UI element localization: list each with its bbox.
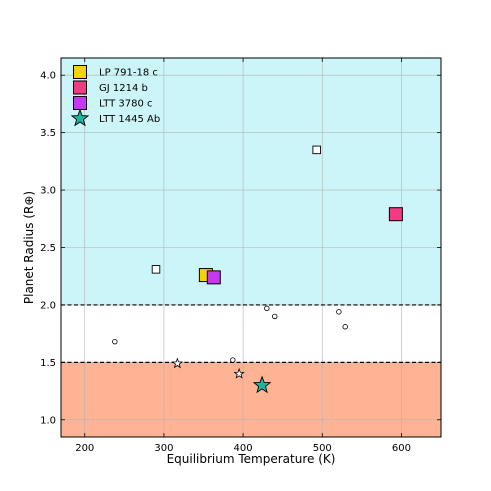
small-star-point-1 <box>233 367 245 379</box>
data-points <box>112 145 403 394</box>
background-regions <box>61 58 441 437</box>
legend: LP 791-18 c GJ 1214 b LTT 3780 c LTT 1445 A… <box>70 65 160 127</box>
y-tick-label-6: 4.0 <box>40 71 56 82</box>
legend-label-ltt-1445-ab: LTT 1445 Ab <box>99 114 160 125</box>
point-gj-1214-b-0 <box>388 207 403 222</box>
legend-marker-ltt-3780-c <box>73 96 87 110</box>
small-circle-point-4 <box>336 309 342 315</box>
small-star-point-0 <box>171 357 184 369</box>
legend-marker-lp-791-18-c <box>73 65 87 79</box>
small-circle-point-5 <box>342 324 348 330</box>
point-ltt-3780-c-0 <box>206 270 221 285</box>
region-band-0 <box>61 58 441 305</box>
axis-ticks: 200 300 400 500 600 1.0 1.5 2.0 2.5 3.0 3.5 4.0 <box>40 58 441 454</box>
point-ltt-1445-ab-0 <box>252 375 272 394</box>
x-tick-label-2: 400 <box>234 443 253 454</box>
threshold-lines <box>61 304 441 363</box>
region-band-1 <box>61 362 441 437</box>
small-circle-point-1 <box>230 357 236 363</box>
legend-marker-gj-1214-b <box>73 80 87 95</box>
small-circle-point-3 <box>272 313 278 320</box>
y-tick-label-1: 1.5 <box>40 358 56 369</box>
x-tick-label-0: 200 <box>75 443 94 454</box>
y-tick-label-2: 2.0 <box>40 300 56 311</box>
small-square-point-1 <box>312 145 321 155</box>
legend-label-gj-1214-b: GJ 1214 b <box>99 83 148 94</box>
y-tick-label-0: 1.0 <box>40 415 56 426</box>
small-circle-point-0 <box>112 338 118 345</box>
x-axis-label: Equilibrium Temperature (K) <box>167 452 336 466</box>
x-tick-label-1: 300 <box>154 443 173 454</box>
legend-label-ltt-3780-c: LTT 3780 c <box>99 99 153 110</box>
legend-marker-ltt-1445-ab <box>70 108 90 127</box>
small-circle-point-2 <box>264 305 270 312</box>
x-tick-label-3: 500 <box>313 443 332 454</box>
x-tick-label-4: 600 <box>392 443 411 454</box>
small-square-point-0 <box>151 265 161 274</box>
y-tick-label-5: 3.5 <box>40 128 56 139</box>
legend-label-lp-791-18-c: LP 791-18 c <box>99 68 158 79</box>
y-axis-label: Planet Radius (R⊕) <box>22 191 36 304</box>
y-tick-label-3: 2.5 <box>40 243 56 254</box>
y-tick-label-4: 3.0 <box>40 186 56 197</box>
